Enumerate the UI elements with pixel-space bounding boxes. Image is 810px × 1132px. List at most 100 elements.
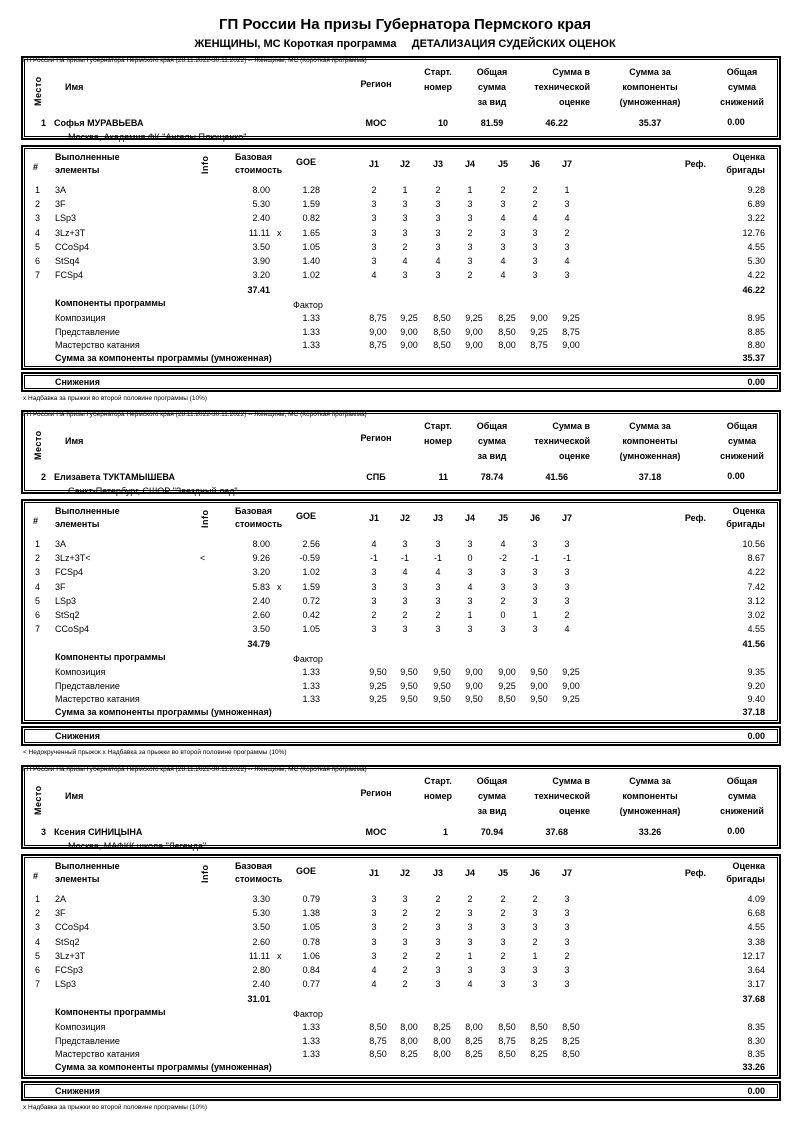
component-factor: 1.33: [302, 313, 320, 323]
judge-score: 3: [467, 936, 473, 947]
total-header: Общая: [476, 67, 508, 77]
judge-component-score: 8,50: [530, 1022, 548, 1032]
judge-score: 3: [371, 908, 377, 919]
judge-component-score: 9,00: [530, 680, 548, 691]
judge-score: 0: [467, 553, 473, 564]
element-panel-score: 4.22: [747, 270, 765, 281]
element-number: 4: [35, 227, 41, 238]
judge-header: J2: [399, 868, 410, 878]
component-factor: 1.33: [302, 1035, 320, 1046]
ded-header: снижений: [720, 806, 764, 816]
judge-score: 2: [402, 950, 408, 961]
judge-component-score: 8,50: [498, 1022, 516, 1032]
skater-tes: 37.68: [545, 827, 568, 837]
category-title: ЖЕНЩИНЫ, МС Короткая программа: [194, 38, 397, 50]
skater-region: МОС: [365, 827, 387, 837]
component-score: 9.35: [747, 667, 765, 677]
judge-score: 3: [467, 213, 473, 224]
element-number: 6: [35, 610, 41, 620]
judge-score: 4: [402, 256, 408, 266]
element-panel-score: 9.28: [747, 185, 765, 195]
element-goe: 1.05: [302, 241, 320, 252]
element-code: 3F: [55, 581, 66, 592]
judge-component-score: 8,50: [369, 1022, 387, 1032]
element-goe: 0.72: [302, 595, 320, 606]
judge-header: J3: [432, 868, 443, 878]
judge-score: 4: [500, 539, 506, 549]
tes-header: Сумма в: [552, 776, 590, 786]
judge-score: 3: [371, 241, 377, 252]
judge-score: 4: [467, 581, 473, 592]
judge-component-score: 9,25: [400, 313, 418, 323]
judge-header: J3: [432, 159, 443, 169]
judge-score: 3: [564, 979, 570, 990]
total-header: за вид: [477, 451, 507, 461]
element-code: LSp3: [55, 979, 77, 990]
element-number: 6: [35, 965, 41, 975]
judge-component-score: 8,25: [562, 1035, 580, 1046]
tes-header: оценке: [559, 451, 590, 461]
judge-score: 3: [532, 908, 538, 919]
judge-component-score: 8,00: [465, 1022, 483, 1032]
element-code: StSq2: [55, 936, 80, 947]
elements-header: элементы: [55, 519, 100, 529]
skater-place: 3: [41, 827, 47, 837]
num-header: #: [33, 516, 39, 526]
judge-score: 3: [402, 199, 408, 210]
judge-score: 3: [371, 567, 377, 578]
element-base-value: 3.30: [252, 894, 270, 904]
judge-score: 3: [371, 595, 377, 606]
elements-header: Выполненные: [55, 506, 120, 516]
judge-header: J5: [497, 159, 508, 169]
judge-component-score: 9,25: [530, 326, 548, 337]
judge-score: 2: [532, 894, 538, 904]
judge-component-score: 8,00: [400, 1035, 418, 1046]
judge-score: 2: [467, 270, 473, 281]
element-base-value: 2.60: [252, 936, 270, 947]
component-score: 8.80: [747, 340, 765, 350]
ded-header: Общая: [726, 67, 758, 77]
component-factor: 1.33: [302, 667, 320, 677]
judge-component-score: 9,00: [400, 340, 418, 350]
judge-component-score: 8,25: [433, 1022, 451, 1032]
element-goe: 1.05: [302, 922, 320, 933]
judge-score: 3: [500, 922, 506, 933]
skater-pcs: 35.37: [638, 118, 662, 128]
ded-header: снижений: [720, 451, 764, 461]
judge-score: 3: [564, 270, 570, 281]
judge-component-score: 8,00: [498, 340, 516, 350]
component-name: Представление: [55, 1035, 120, 1046]
component-score: 9.40: [747, 694, 765, 704]
pcs-header: компоненты: [622, 791, 678, 801]
judge-component-score: 9,50: [433, 680, 451, 691]
judge-score: 4: [435, 256, 441, 266]
skater-summary-box: [21, 56, 781, 140]
skater-region: СПБ: [366, 472, 386, 482]
element-panel-score: 5.30: [747, 256, 765, 266]
judge-score: 3: [532, 965, 538, 975]
panel-header: Оценка: [732, 506, 765, 516]
ref-header: Реф.: [684, 868, 706, 878]
judge-score: 3: [435, 936, 441, 947]
judge-score: 3: [402, 270, 408, 281]
element-base-value: 2.60: [252, 610, 270, 620]
judge-header: J4: [464, 159, 475, 169]
judge-score: 3: [532, 922, 538, 933]
judge-score: 3: [532, 256, 538, 266]
judge-score: 3: [371, 936, 377, 947]
judge-score: -1: [400, 553, 409, 564]
element-code: 3Lz+3T<: [55, 553, 91, 564]
pcs-header: (умноженная): [619, 451, 681, 461]
judge-score: 2: [564, 227, 570, 238]
component-name: Мастерство катания: [55, 340, 140, 350]
pcs-header: (умноженная): [619, 97, 681, 107]
judge-score: 3: [435, 581, 441, 592]
num-header: #: [33, 871, 39, 881]
element-number: 1: [35, 894, 41, 904]
component-factor: 1.33: [302, 694, 320, 704]
element-goe: 2.56: [302, 539, 320, 549]
judge-score: 3: [402, 227, 408, 238]
element-goe: 1.65: [302, 227, 320, 238]
element-base-value: 5.83: [252, 581, 270, 592]
judge-score: 3: [402, 595, 408, 606]
